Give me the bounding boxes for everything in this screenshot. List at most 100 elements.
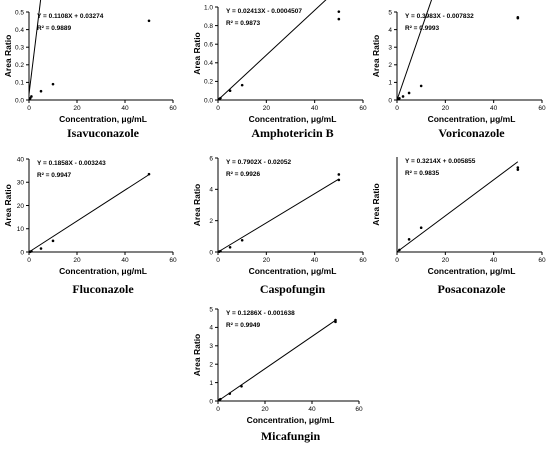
regression-line	[217, 0, 327, 101]
y-axis-label: Area Ratio	[371, 183, 381, 226]
panel-caption: Caspofungin	[260, 282, 326, 296]
data-point	[228, 89, 232, 92]
y-tick-label: 0.1	[15, 80, 24, 87]
regression-equation: Y = 0.1108X + 0.03274	[37, 13, 104, 20]
x-tick-label: 60	[169, 257, 177, 264]
data-point	[407, 238, 411, 241]
x-tick-label: 40	[121, 257, 129, 264]
x-axis-label: Concentration, μg/mL	[59, 266, 147, 276]
r-squared-label: R² = 0.9889	[37, 25, 72, 32]
regression-equation: Y = 0.1858X - 0.003243	[37, 160, 106, 167]
y-tick-label: 2	[209, 362, 213, 369]
r-squared-label: R² = 0.9873	[226, 20, 261, 27]
data-point	[516, 168, 520, 171]
y-tick-label: 0	[20, 249, 24, 256]
x-tick-label: 0	[216, 105, 220, 112]
data-point	[30, 250, 33, 253]
x-tick-label: 0	[395, 105, 399, 112]
y-tick-label: 4	[388, 27, 392, 34]
regression-line	[217, 178, 340, 253]
x-tick-label: 40	[311, 257, 319, 264]
panel-caption: Fluconazole	[72, 282, 134, 296]
data-point	[240, 83, 244, 87]
panel-caption: Posaconazole	[438, 282, 507, 296]
regression-equation: Y = 0.02413X - 0.0004507	[226, 8, 302, 15]
data-point	[147, 19, 151, 23]
x-tick-label: 20	[442, 105, 450, 112]
chart-panel-6: 0 20 40 60 Y = 0.3214X + 0.005855 R² = 0.9835…	[371, 157, 546, 296]
x-tick-label: 60	[538, 105, 546, 112]
x-tick-label: 60	[359, 257, 367, 264]
y-tick-label: 1	[388, 80, 392, 87]
y-tick-label: 30	[17, 180, 25, 187]
data-point	[334, 318, 337, 322]
regression-equation: Y = 0.1286X - 0.001638	[226, 310, 295, 317]
y-axis-label: Area Ratio	[192, 334, 202, 377]
data-point	[51, 82, 55, 86]
y-tick-label: 0.0	[15, 97, 24, 104]
data-point	[219, 397, 222, 401]
x-tick-label: 40	[121, 105, 129, 112]
y-tick-label: 20	[17, 203, 25, 210]
y-tick-label: 0.6	[204, 42, 213, 49]
chart-panel-3: 0 20 40 60 0 1 2 3 4 5 Y = 0.3983X - 0.007832 R² = …	[371, 0, 546, 140]
regression-line	[28, 174, 150, 253]
chart-panel-5: 0 20 40 60 0 2 4 6 Y = 0.7902X - 0.02052 R² = 0.9…	[192, 155, 367, 296]
y-tick-label: 0.3	[15, 45, 24, 52]
y-tick-label: 5	[388, 9, 392, 16]
y-axis-label: Area Ratio	[371, 35, 381, 78]
x-tick-label: 20	[261, 406, 269, 413]
data-point	[240, 384, 243, 388]
r-squared-label: R² = 0.9835	[405, 170, 440, 177]
x-tick-label: 20	[263, 105, 271, 112]
data-point	[337, 17, 341, 21]
data-point	[39, 89, 43, 93]
panel-caption: Amphotericin B	[251, 126, 333, 140]
data-point	[51, 239, 55, 243]
x-tick-label: 0	[216, 406, 220, 413]
r-squared-label: R² = 0.9947	[37, 172, 72, 179]
y-axis-label: Area Ratio	[3, 35, 13, 78]
r-squared-label: R² = 0.9926	[226, 171, 261, 178]
chart-panel-2: 0 20 40 60 0.0 0.2 0.4 0.6 0.8 1.0 Y = 0.02413X - …	[192, 0, 367, 140]
y-tick-label: 0	[209, 249, 213, 256]
y-tick-label: 4	[209, 325, 213, 332]
chart-panel-7: 0 20 40 60 0 1 2 3 4 5 Y = 0.1286X - 0.001638 R² = …	[192, 306, 363, 443]
data-point	[147, 172, 151, 176]
y-tick-label: 0.2	[204, 79, 213, 86]
y-tick-label: 10	[17, 226, 25, 233]
r-squared-label: R² = 0.9993	[405, 25, 440, 32]
data-point	[398, 248, 401, 252]
y-tick-label: 5	[209, 306, 213, 313]
regression-equation: Y = 0.3983X - 0.007832	[405, 13, 474, 20]
y-tick-label: 2	[209, 218, 213, 225]
x-tick-label: 0	[27, 257, 31, 264]
x-tick-label: 60	[538, 257, 546, 264]
regression-line	[396, 161, 519, 253]
y-tick-label: 0.4	[15, 27, 24, 34]
regression-line	[217, 319, 336, 402]
x-axis-label: Concentration, μg/mL	[428, 114, 516, 124]
y-tick-label: 1	[209, 380, 213, 387]
data-point	[240, 238, 244, 242]
y-tick-label: 0.2	[15, 62, 24, 69]
x-tick-label: 20	[442, 257, 450, 264]
data-point	[30, 95, 33, 98]
x-axis-label: Concentration, μg/mL	[59, 114, 147, 124]
data-point	[516, 15, 520, 19]
x-axis-label: Concentration, μg/mL	[247, 415, 335, 425]
data-point	[228, 392, 232, 395]
x-tick-label: 60	[355, 406, 363, 413]
y-tick-label: 6	[209, 155, 213, 162]
x-axis-label: Concentration, μg/mL	[249, 266, 337, 276]
y-tick-label: 40	[17, 156, 25, 163]
data-point	[337, 173, 341, 176]
y-axis-label: Area Ratio	[192, 32, 202, 75]
x-tick-label: 20	[263, 257, 271, 264]
y-tick-label: 0.5	[15, 9, 24, 16]
y-tick-label: 4	[209, 187, 213, 194]
chart-panel-4: 0 20 40 60 0 10 20 30 40 Y = 0.1858X - 0.003243 R²…	[3, 156, 177, 296]
data-point	[337, 10, 341, 13]
x-tick-label: 0	[395, 257, 399, 264]
y-tick-label: 0.0	[204, 97, 213, 104]
